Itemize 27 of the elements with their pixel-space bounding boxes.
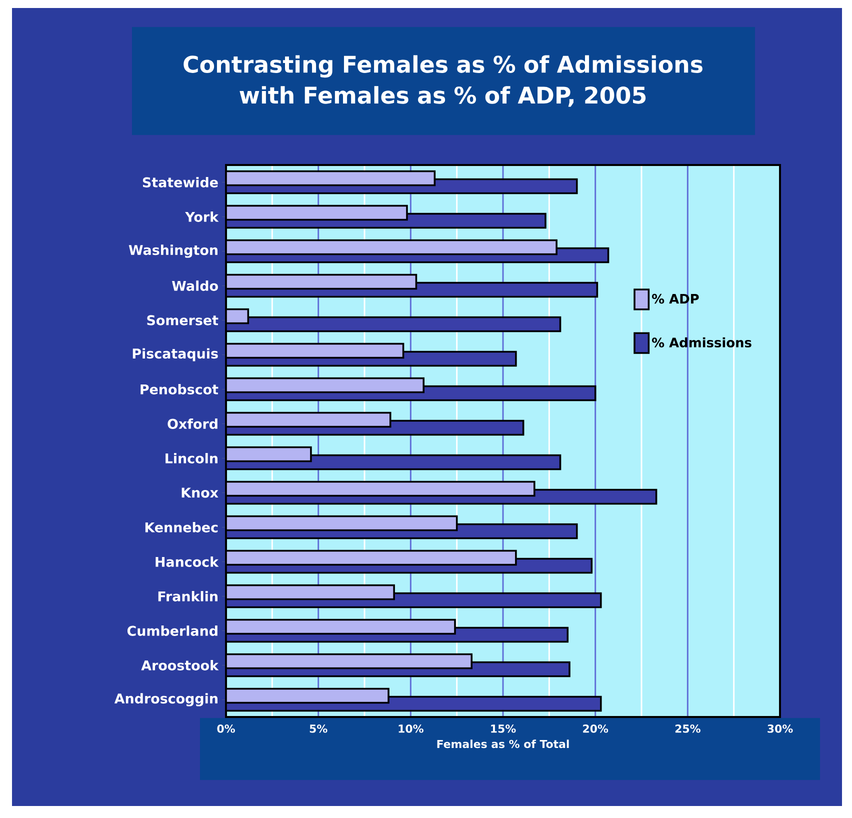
y-tick-label: Aroostook: [141, 660, 219, 670]
x-tick-label: 15%: [491, 724, 516, 733]
x-tick-label: 25%: [675, 724, 700, 733]
y-tick-label: Washington: [128, 244, 218, 258]
y-tick-label: Waldo: [172, 280, 218, 291]
y-tick-label: Statewide: [142, 177, 218, 188]
y-tick-label: Androscoggin: [114, 693, 218, 706]
x-tick-label: 5%: [310, 724, 328, 733]
y-tick-label: Somerset: [147, 315, 218, 326]
x-tick-label: 10%: [398, 724, 424, 733]
y-tick-label: Franklin: [158, 591, 218, 602]
y-tick-label: Cumberland: [127, 626, 218, 636]
x-axis-title: Females as % of Total: [437, 740, 569, 748]
y-tick-label: Knox: [182, 488, 218, 498]
legend-label: % Admissions: [652, 337, 752, 348]
y-tick-label: Piscataquis: [132, 348, 218, 362]
x-tick-label: 0%: [217, 724, 235, 733]
y-tick-label: Kennebec: [145, 522, 218, 532]
y-tick-label: Lincoln: [166, 453, 218, 464]
y-tick-label: Penobscot: [140, 384, 218, 394]
x-tick-label: 20%: [583, 724, 608, 733]
legend-label: % ADP: [652, 294, 699, 304]
y-tick-label: Oxford: [168, 418, 218, 429]
chart-title: Contrasting Females as % of Admissions with Females as % of ADP, 2005: [184, 55, 702, 107]
y-tick-label: Hancock: [156, 556, 219, 567]
x-tick-label: 30%: [768, 724, 793, 733]
y-tick-label: York: [185, 212, 219, 222]
